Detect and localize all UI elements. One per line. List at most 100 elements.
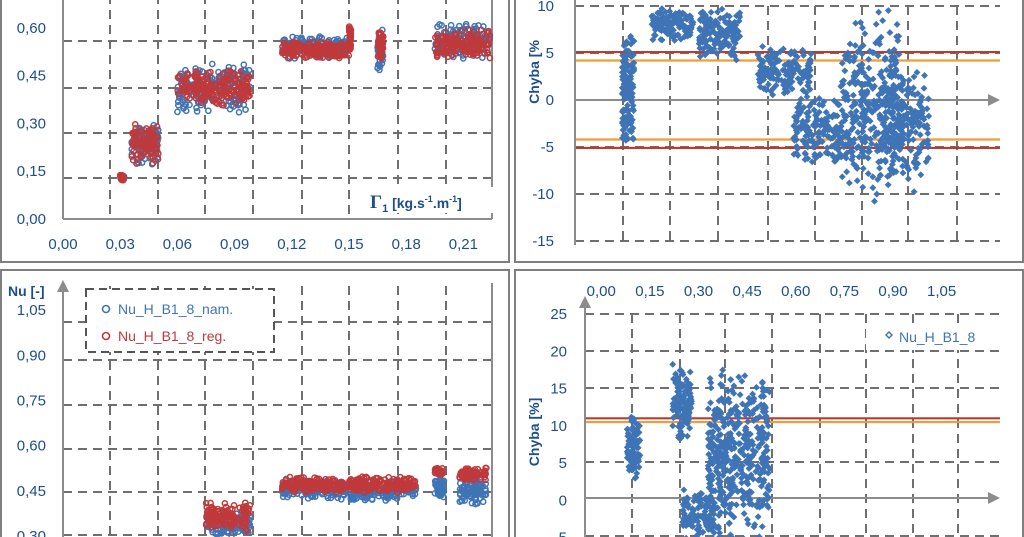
data-point-regression — [375, 30, 383, 38]
chart-top-left: 0,000,150,300,450,600,750,000,030,060,09… — [17, 0, 494, 253]
data-point-regression — [186, 94, 194, 102]
data-point-error — [858, 146, 866, 154]
data-point-regression — [245, 93, 252, 100]
data-point-error — [842, 141, 850, 149]
data-point-error — [773, 68, 781, 75]
data-point-error — [814, 130, 822, 138]
y-tick-label: 0,45 — [17, 483, 46, 500]
data-point-error — [857, 88, 865, 96]
data-point-error — [791, 133, 799, 141]
data-point-error — [886, 165, 894, 173]
data-point-regression — [219, 70, 227, 78]
data-point-measured — [436, 21, 443, 28]
data-point-error — [689, 18, 697, 26]
data-point-regression — [486, 54, 494, 62]
data-point-regression — [484, 40, 492, 48]
data-point-error — [696, 53, 704, 60]
x-tick-label: 1,05 — [927, 283, 956, 300]
data-point-regression — [147, 132, 155, 140]
data-point-error — [846, 57, 854, 65]
data-point-error — [800, 51, 807, 59]
data-point-regression — [232, 99, 240, 107]
data-point-error — [863, 87, 871, 95]
data-point-error — [883, 66, 891, 74]
data-point-regression — [439, 49, 447, 56]
y-tick-label: -10 — [532, 186, 554, 203]
data-point-error — [834, 146, 842, 154]
data-point-error — [849, 124, 857, 132]
data-point-error — [728, 28, 735, 36]
data-point-error — [721, 18, 729, 26]
data-point-regression — [458, 27, 466, 35]
data-point-error — [715, 23, 723, 31]
data-point-measured — [240, 61, 248, 69]
data-point-Nu_H_B1_8 — [735, 430, 743, 438]
data-point-error — [806, 85, 814, 93]
data-point-error — [834, 101, 842, 109]
y-tick-label: 25 — [550, 306, 567, 323]
data-point-error — [618, 108, 626, 116]
data-point-error — [675, 8, 683, 16]
data-point-error — [715, 38, 722, 45]
data-point-error — [837, 82, 845, 90]
data-point-error — [696, 34, 704, 42]
data-point-regression — [148, 150, 156, 157]
data-point-error — [674, 31, 682, 39]
data-point-error — [801, 149, 809, 157]
data-point-error — [666, 24, 674, 31]
data-point-error — [852, 71, 860, 79]
data-point-error — [664, 30, 672, 38]
data-point-Nu_H_B1_8 — [754, 513, 762, 521]
data-point-regression — [310, 46, 318, 54]
data-point-error — [862, 98, 870, 106]
data-point-regression — [222, 74, 230, 82]
data-point-error — [629, 52, 636, 60]
data-point-error — [850, 160, 858, 168]
data-point-error — [808, 99, 816, 107]
data-point-error — [861, 133, 869, 140]
data-point-Nu_H_B1_8 — [740, 501, 747, 509]
data-point-error — [627, 32, 635, 40]
data-point-error — [855, 62, 863, 70]
data-point-error — [765, 57, 773, 65]
data-point-error — [904, 175, 912, 183]
data-point-error — [817, 137, 825, 145]
data-point-error — [658, 20, 666, 28]
y-tick-label: 0 — [559, 492, 567, 509]
y-tick-label: -5 — [554, 530, 567, 537]
x-tick-label: 0,18 — [392, 236, 421, 253]
data-point-Nu_H_B1_8 — [736, 391, 744, 399]
data-point-error — [755, 54, 763, 62]
data-point-regression — [455, 32, 463, 40]
data-point-error — [800, 103, 808, 111]
data-point-error — [843, 112, 851, 120]
data-point-regression — [192, 87, 199, 94]
data-point-error — [780, 81, 787, 89]
data-point-error — [847, 109, 855, 117]
y-tick-label: 0,45 — [17, 68, 46, 85]
data-point-regression — [154, 155, 162, 163]
data-point-error — [869, 85, 877, 92]
y-tick-label: 0 — [546, 92, 554, 109]
data-point-error — [899, 169, 907, 177]
data-point-regression — [131, 120, 139, 128]
x-tick-label: 0,15 — [334, 236, 363, 253]
data-point-regression — [470, 49, 477, 57]
data-point-error — [799, 121, 807, 129]
data-point-error — [843, 128, 851, 136]
data-point-Nu_H_B1_8 — [706, 374, 714, 382]
data-point-error — [857, 19, 864, 26]
y-tick-label: 0,30 — [17, 528, 46, 537]
data-point-regression — [209, 97, 217, 105]
data-point-error — [788, 85, 796, 93]
data-point-error — [629, 124, 637, 132]
data-point-error — [759, 57, 767, 65]
data-point-error — [803, 93, 811, 101]
data-point-error — [714, 8, 721, 16]
data-point-error — [779, 66, 787, 74]
data-point-error — [869, 184, 877, 192]
data-point-error — [627, 75, 635, 83]
data-point-regression — [149, 141, 156, 148]
data-point-error — [790, 59, 798, 66]
